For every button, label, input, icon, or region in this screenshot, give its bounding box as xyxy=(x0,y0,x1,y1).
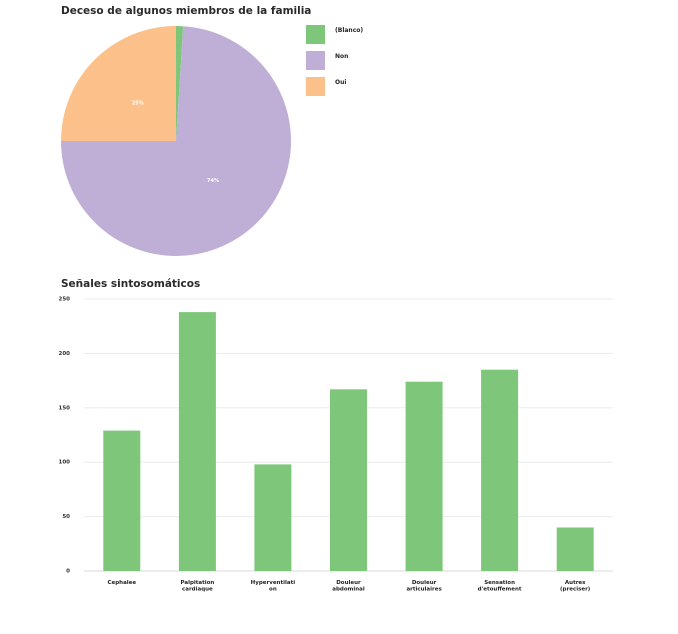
x-tick-label-3: Douleur abdominal xyxy=(332,580,365,593)
legend-item-2: Oui xyxy=(306,77,363,103)
pie-slice-1 xyxy=(61,26,291,257)
legend-label-0: (Blanco) xyxy=(335,27,364,34)
y-tick-label-0: 0 xyxy=(66,569,70,575)
legend-item-1: Non xyxy=(306,51,363,77)
y-tick-label-2: 100 xyxy=(59,460,71,466)
bar-1 xyxy=(178,312,216,571)
legend-swatch-2 xyxy=(306,77,325,96)
x-tick-label-1: Palpitation cardiaque xyxy=(180,580,214,593)
pie-slice-0 xyxy=(176,26,184,141)
legend-label-2: Oui xyxy=(335,79,347,86)
x-tick-label-6: Autres (preciser) xyxy=(560,580,591,593)
legend-swatch-1 xyxy=(306,51,325,70)
legend-swatch-0 xyxy=(306,25,325,44)
y-tick-label-5: 250 xyxy=(59,297,71,303)
y-tick-label-1: 50 xyxy=(62,514,70,520)
legend-item-0: (Blanco) xyxy=(306,25,363,51)
x-tick-label-2: Hyperventilati on xyxy=(251,580,296,593)
pie-data-label-2: 25% xyxy=(132,100,144,106)
y-tick-label-3: 150 xyxy=(59,405,71,411)
pie-slice-2 xyxy=(61,26,176,141)
y-tick-label-4: 200 xyxy=(59,351,71,357)
bar-2 xyxy=(254,464,292,571)
bar-0 xyxy=(103,430,141,571)
bar-4 xyxy=(405,381,443,571)
legend-label-1: Non xyxy=(335,53,349,60)
bar-5 xyxy=(481,369,519,571)
pie-chart-title: Deceso de algunos miembros de la familia xyxy=(61,5,312,17)
x-tick-label-0: Cephalee xyxy=(107,580,136,586)
x-tick-label-5: Sensation d'etouffement xyxy=(478,580,522,593)
pie-data-label-1: 74% xyxy=(207,178,219,184)
bar-3 xyxy=(330,389,367,571)
bar-chart-title: Señales sintosomáticos xyxy=(61,278,201,290)
x-tick-label-4: Douleur articulaires xyxy=(406,580,442,593)
pie-legend: (Blanco) Non Oui xyxy=(306,25,363,103)
bar-6 xyxy=(556,527,594,571)
